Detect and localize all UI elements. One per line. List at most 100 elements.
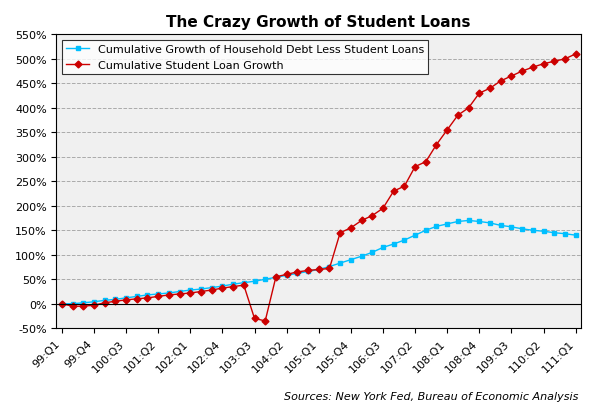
Cumulative Growth of Household Debt Less Student Loans (390, 242, 398, 247)
Cumulative Student Loan Growth (187, 291, 194, 296)
Cumulative Growth of Household Debt Less Student Loans (112, 297, 119, 302)
Cumulative Growth of Household Debt Less Student Loans (572, 233, 579, 238)
Cumulative Growth of Household Debt Less Student Loans (101, 298, 108, 303)
Cumulative Student Loan Growth (91, 303, 98, 308)
Cumulative Growth of Household Debt Less Student Loans (315, 267, 322, 272)
Cumulative Growth of Household Debt Less Student Loans (69, 302, 76, 307)
Cumulative Student Loan Growth (294, 270, 301, 275)
Cumulative Student Loan Growth (486, 87, 493, 92)
Cumulative Student Loan Growth (315, 267, 322, 272)
Cumulative Growth of Household Debt Less Student Loans (519, 227, 526, 232)
Cumulative Growth of Household Debt Less Student Loans (326, 264, 333, 269)
Cumulative Growth of Household Debt Less Student Loans (208, 286, 215, 290)
Cumulative Student Loan Growth (219, 286, 226, 291)
Legend: Cumulative Growth of Household Debt Less Student Loans, Cumulative Student Loan : Cumulative Growth of Household Debt Less… (62, 41, 429, 75)
Cumulative Growth of Household Debt Less Student Loans (551, 231, 558, 236)
Cumulative Growth of Household Debt Less Student Loans (122, 296, 129, 301)
Cumulative Student Loan Growth (101, 301, 108, 305)
Cumulative Student Loan Growth (251, 316, 258, 321)
Title: The Crazy Growth of Student Loans: The Crazy Growth of Student Loans (166, 15, 471, 30)
Cumulative Student Loan Growth (69, 304, 76, 309)
Cumulative Student Loan Growth (80, 304, 87, 309)
Cumulative Growth of Household Debt Less Student Loans (133, 294, 140, 299)
Line: Cumulative Growth of Household Debt Less Student Loans: Cumulative Growth of Household Debt Less… (60, 219, 578, 307)
Cumulative Student Loan Growth (58, 302, 66, 307)
Cumulative Student Loan Growth (208, 288, 215, 293)
Cumulative Growth of Household Debt Less Student Loans (508, 225, 515, 230)
Cumulative Student Loan Growth (476, 92, 483, 96)
Cumulative Student Loan Growth (144, 296, 151, 301)
Cumulative Growth of Household Debt Less Student Loans (80, 301, 87, 305)
Cumulative Growth of Household Debt Less Student Loans (272, 275, 280, 280)
Cumulative Growth of Household Debt Less Student Loans (476, 220, 483, 224)
Cumulative Student Loan Growth (262, 319, 269, 324)
Cumulative Growth of Household Debt Less Student Loans (294, 271, 301, 276)
Cumulative Student Loan Growth (411, 165, 418, 170)
Cumulative Growth of Household Debt Less Student Loans (465, 219, 472, 224)
Cumulative Student Loan Growth (443, 128, 451, 133)
Cumulative Student Loan Growth (433, 143, 440, 147)
Cumulative Student Loan Growth (272, 275, 280, 279)
Cumulative Growth of Household Debt Less Student Loans (176, 289, 183, 294)
Cumulative Student Loan Growth (229, 284, 237, 289)
Cumulative Growth of Household Debt Less Student Loans (154, 292, 162, 296)
Cumulative Growth of Household Debt Less Student Loans (411, 233, 418, 238)
Cumulative Growth of Household Debt Less Student Loans (283, 273, 290, 278)
Cumulative Growth of Household Debt Less Student Loans (305, 269, 312, 274)
Cumulative Growth of Household Debt Less Student Loans (229, 282, 237, 287)
Cumulative Student Loan Growth (529, 66, 536, 70)
Cumulative Student Loan Growth (240, 283, 247, 288)
Cumulative Growth of Household Debt Less Student Loans (347, 258, 355, 262)
Cumulative Growth of Household Debt Less Student Loans (91, 300, 98, 305)
Cumulative Growth of Household Debt Less Student Loans (486, 221, 493, 226)
Cumulative Student Loan Growth (347, 226, 355, 231)
Cumulative Student Loan Growth (519, 70, 526, 75)
Cumulative Growth of Household Debt Less Student Loans (454, 220, 461, 224)
Cumulative Growth of Household Debt Less Student Loans (497, 224, 504, 228)
Cumulative Student Loan Growth (165, 293, 172, 298)
Cumulative Student Loan Growth (358, 219, 365, 224)
Cumulative Growth of Household Debt Less Student Loans (529, 228, 536, 233)
Line: Cumulative Student Loan Growth: Cumulative Student Loan Growth (60, 52, 578, 324)
Cumulative Student Loan Growth (465, 106, 472, 111)
Cumulative Growth of Household Debt Less Student Loans (58, 302, 66, 307)
Cumulative Student Loan Growth (122, 298, 129, 303)
Cumulative Student Loan Growth (572, 52, 579, 57)
Cumulative Student Loan Growth (305, 269, 312, 273)
Cumulative Student Loan Growth (401, 184, 408, 189)
Cumulative Growth of Household Debt Less Student Loans (401, 238, 408, 243)
Cumulative Student Loan Growth (497, 79, 504, 84)
Cumulative Student Loan Growth (326, 266, 333, 271)
Cumulative Growth of Household Debt Less Student Loans (187, 288, 194, 293)
Cumulative Growth of Household Debt Less Student Loans (262, 277, 269, 282)
Cumulative Student Loan Growth (176, 292, 183, 296)
Cumulative Student Loan Growth (551, 60, 558, 64)
Cumulative Growth of Household Debt Less Student Loans (540, 229, 547, 234)
Cumulative Growth of Household Debt Less Student Loans (433, 224, 440, 229)
Cumulative Growth of Household Debt Less Student Loans (561, 232, 569, 237)
Cumulative Student Loan Growth (197, 289, 204, 294)
Cumulative Growth of Household Debt Less Student Loans (219, 284, 226, 289)
Cumulative Student Loan Growth (390, 189, 398, 194)
Cumulative Student Loan Growth (422, 160, 429, 165)
Cumulative Growth of Household Debt Less Student Loans (240, 281, 247, 286)
Cumulative Growth of Household Debt Less Student Loans (358, 254, 365, 259)
Cumulative Student Loan Growth (154, 294, 162, 299)
Cumulative Student Loan Growth (337, 231, 344, 236)
Text: Sources: New York Fed, Bureau of Economic Analysis: Sources: New York Fed, Bureau of Economi… (284, 391, 578, 401)
Cumulative Growth of Household Debt Less Student Loans (369, 250, 376, 255)
Cumulative Student Loan Growth (561, 57, 569, 62)
Cumulative Growth of Household Debt Less Student Loans (165, 291, 172, 296)
Cumulative Growth of Household Debt Less Student Loans (380, 245, 387, 250)
Cumulative Student Loan Growth (369, 213, 376, 218)
Cumulative Growth of Household Debt Less Student Loans (197, 287, 204, 292)
Cumulative Growth of Household Debt Less Student Loans (144, 293, 151, 298)
Cumulative Student Loan Growth (540, 62, 547, 67)
Cumulative Student Loan Growth (112, 299, 119, 304)
Cumulative Growth of Household Debt Less Student Loans (251, 279, 258, 284)
Cumulative Growth of Household Debt Less Student Loans (443, 222, 451, 227)
Cumulative Student Loan Growth (133, 297, 140, 302)
Cumulative Student Loan Growth (508, 75, 515, 79)
Cumulative Student Loan Growth (380, 206, 387, 211)
Cumulative Student Loan Growth (283, 272, 290, 277)
